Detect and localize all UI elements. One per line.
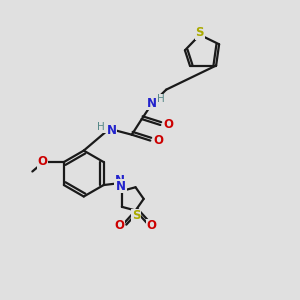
Text: S: S (196, 26, 204, 39)
Text: O: O (163, 118, 173, 131)
Text: H: H (157, 94, 165, 104)
Text: O: O (147, 219, 157, 232)
Text: N: N (116, 180, 126, 193)
Text: O: O (153, 134, 163, 147)
Text: O: O (38, 155, 47, 168)
Text: N: N (115, 174, 124, 187)
Text: H: H (97, 122, 105, 132)
Text: O: O (114, 219, 124, 232)
Text: N: N (107, 124, 117, 137)
Text: S: S (132, 209, 140, 222)
Text: N: N (147, 97, 157, 110)
